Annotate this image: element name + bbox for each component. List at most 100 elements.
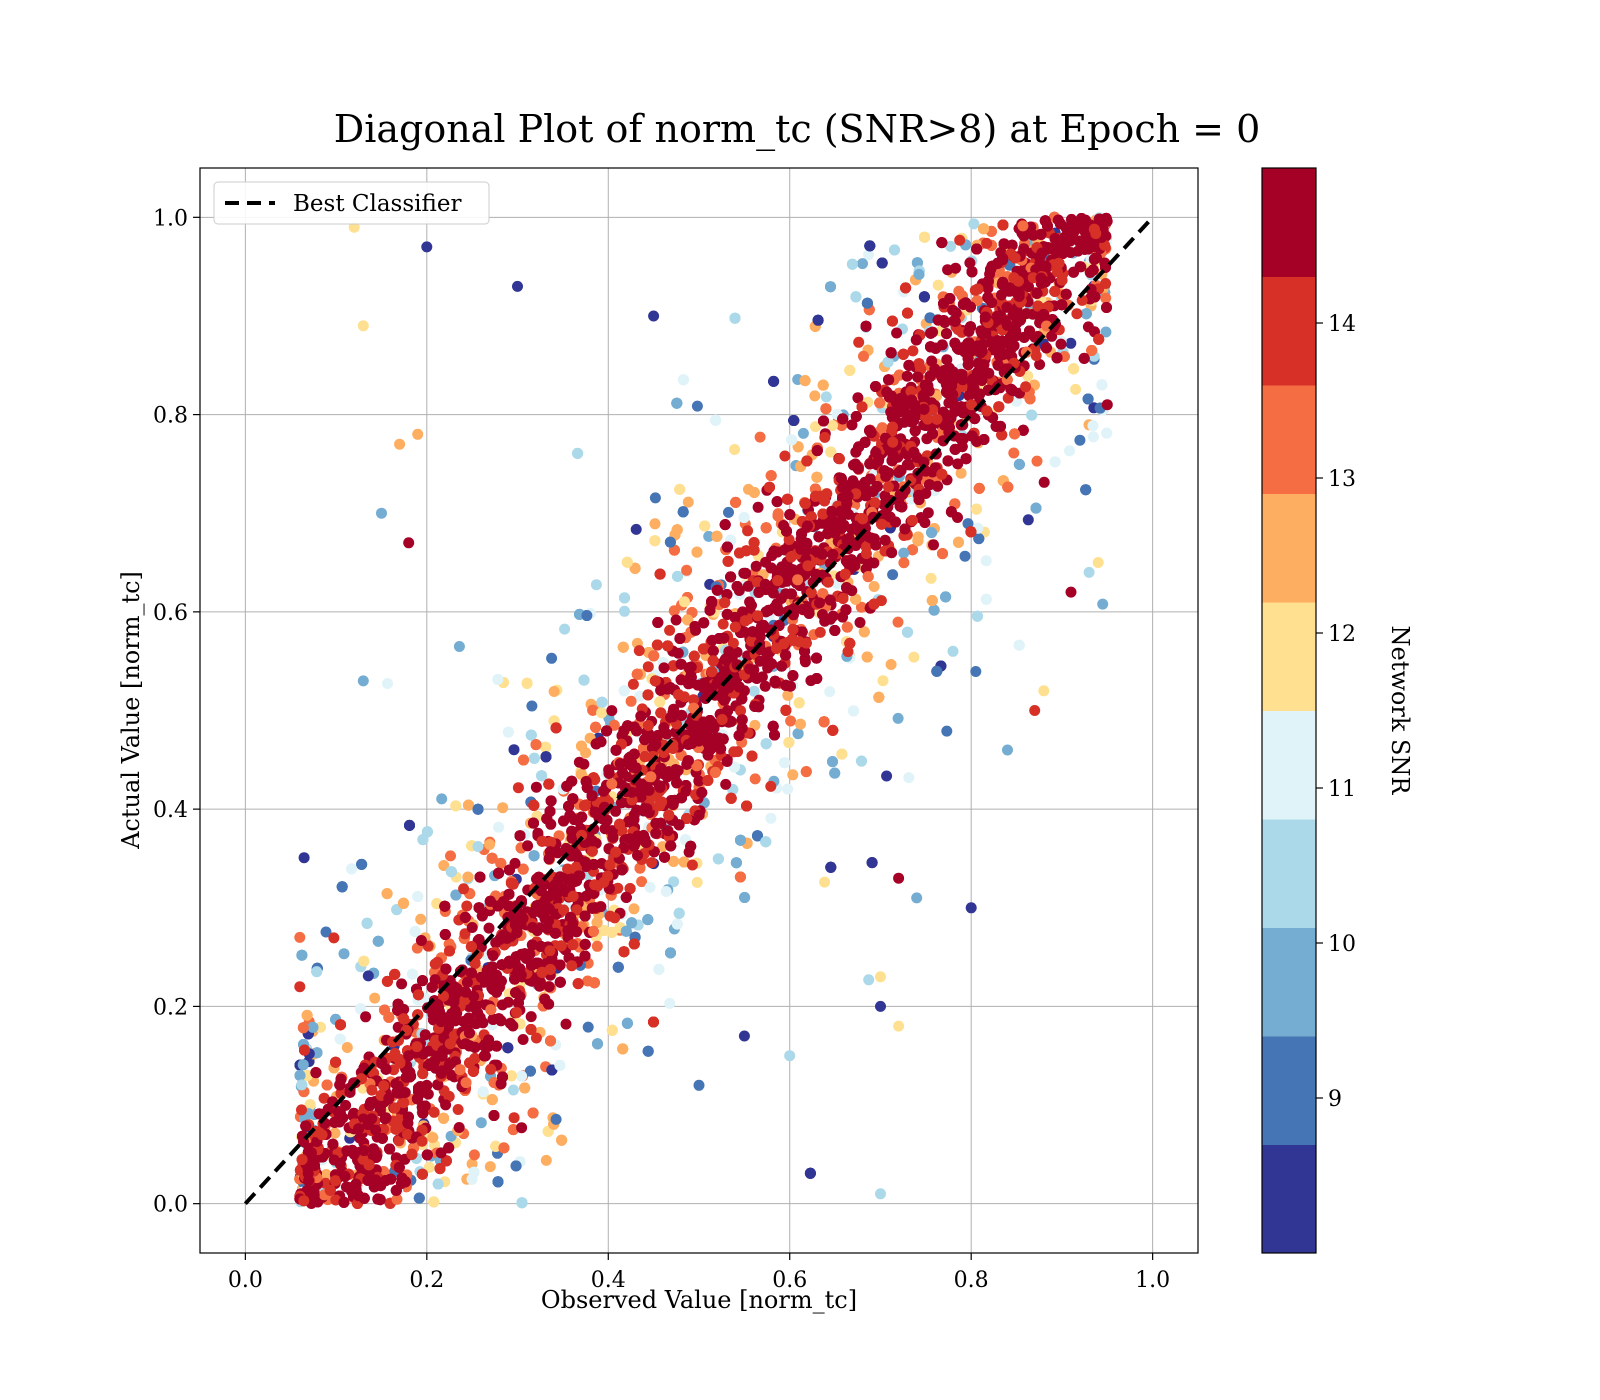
scatter-point	[508, 744, 520, 756]
scatter-point	[978, 223, 990, 235]
scatter-point	[1087, 431, 1099, 443]
scatter-point	[836, 748, 848, 760]
scatter-point	[710, 414, 722, 426]
scatter-point	[1070, 383, 1082, 395]
scatter-point	[868, 581, 880, 592]
scatter-point	[928, 604, 940, 616]
scatter-point	[358, 955, 370, 967]
scatter-point	[528, 850, 540, 862]
scatter-point	[495, 857, 507, 869]
scatter-point	[660, 886, 672, 897]
scatter-point	[526, 700, 538, 712]
scatter-point	[336, 881, 348, 893]
scatter-point	[472, 803, 484, 815]
scatter-point	[682, 614, 694, 626]
scatter-point	[926, 595, 938, 606]
scatter-point	[827, 420, 838, 431]
scatter-point	[730, 857, 742, 869]
scatter-point	[356, 858, 368, 870]
scatter-point	[412, 891, 424, 902]
scatter-point	[631, 668, 643, 680]
scatter-point	[406, 968, 418, 980]
scatter-point	[760, 836, 772, 848]
scatter-point	[748, 487, 760, 498]
scatter-point	[540, 1154, 552, 1166]
scatter-point	[423, 1161, 435, 1173]
scatter-point	[786, 434, 798, 446]
scatter-point	[941, 354, 953, 366]
scatter-point	[945, 240, 957, 252]
scatter-point	[971, 503, 982, 515]
scatter-point	[462, 871, 474, 883]
scatter-point	[502, 1042, 514, 1054]
scatter-point	[668, 876, 680, 888]
scatter-point	[812, 314, 824, 326]
scatter-point	[1046, 330, 1058, 342]
scatter-point	[606, 926, 618, 938]
scatter-point	[596, 707, 608, 719]
scatter-point	[729, 312, 741, 324]
scatter-point	[1022, 370, 1034, 382]
scatter-point	[955, 467, 967, 479]
scatter-point	[619, 592, 630, 604]
scatter-point	[799, 375, 811, 387]
scatter-point	[492, 1176, 504, 1188]
scatter-point	[825, 446, 837, 458]
scatter-point	[516, 1122, 528, 1134]
scatter-point	[674, 483, 686, 495]
scatter-point	[902, 626, 913, 638]
scatter-point	[617, 641, 629, 653]
scatter-point	[628, 903, 640, 915]
scatter-point	[546, 1064, 558, 1076]
scatter-point	[682, 496, 694, 508]
scatter-point	[913, 268, 925, 280]
scatter-point	[1013, 639, 1025, 651]
scatter-point	[512, 782, 524, 794]
scatter-point	[671, 918, 683, 930]
scatter-point	[1031, 455, 1043, 467]
scatter-point	[590, 579, 602, 591]
scatter-point	[559, 623, 571, 635]
scatter-point	[739, 892, 751, 903]
scatter-point	[445, 866, 457, 878]
scatter-point	[638, 742, 649, 754]
scatter-point	[765, 470, 777, 482]
scatter-point	[341, 1042, 353, 1053]
scatter-point	[959, 550, 971, 562]
scatter-point	[841, 621, 853, 633]
scatter-point	[644, 881, 656, 893]
scatter-point	[848, 705, 859, 717]
scatter-point	[427, 1132, 439, 1144]
scatter-point	[892, 712, 904, 724]
scatter-point	[346, 863, 358, 875]
scatter-point	[817, 379, 829, 391]
scatter-point	[953, 536, 964, 548]
scatter-point	[355, 1003, 366, 1015]
scatter-point	[578, 674, 590, 686]
scatter-point	[642, 1045, 654, 1057]
scatter-point	[665, 947, 676, 959]
scatter-point	[1086, 345, 1098, 356]
scatter-point	[1100, 326, 1112, 338]
scatter-point	[517, 863, 529, 875]
scatter-point	[691, 400, 703, 412]
scatter-point	[671, 524, 683, 536]
scatter-point	[445, 850, 456, 862]
scatter-point	[468, 1166, 480, 1178]
scatter-point	[811, 471, 823, 483]
scatter-point	[304, 1099, 316, 1111]
scatter-point	[493, 821, 505, 833]
scatter-point	[866, 857, 878, 869]
scatter-point	[668, 605, 680, 617]
scatter-point	[436, 793, 448, 805]
scatter-point	[626, 917, 638, 929]
scatter-point	[970, 666, 982, 677]
scatter-point	[752, 830, 763, 842]
scatter-point	[861, 651, 873, 663]
scatter-point	[507, 1084, 519, 1096]
scatter-point	[372, 935, 384, 947]
scatter-point	[782, 783, 794, 795]
scatter-point	[630, 523, 642, 535]
scatter-point	[699, 520, 711, 532]
scatter-point	[536, 770, 548, 782]
